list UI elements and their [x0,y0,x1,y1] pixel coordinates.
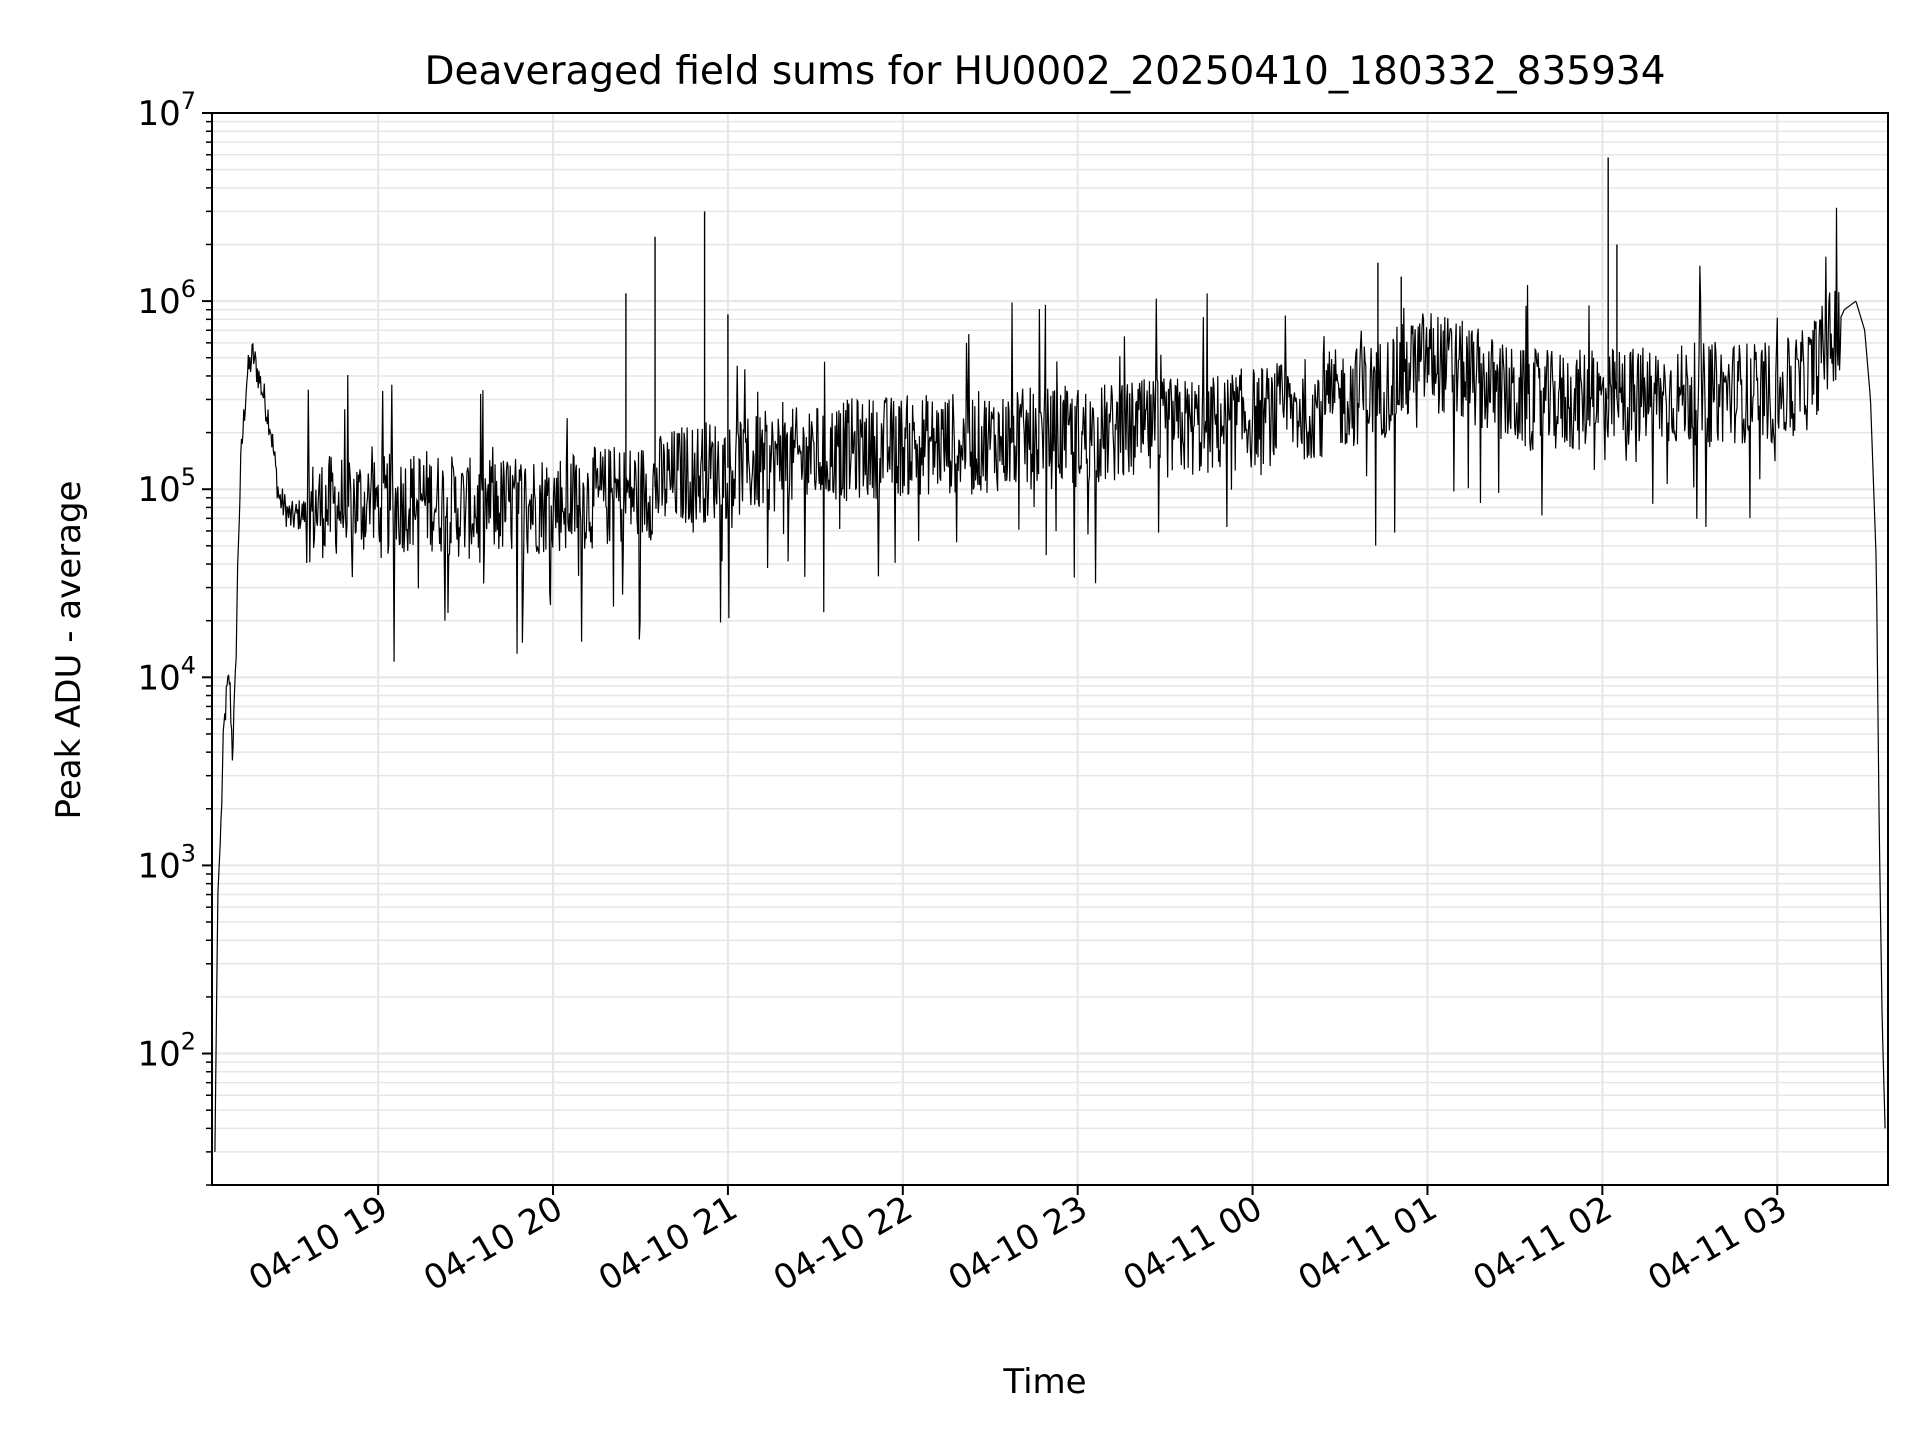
series-line [214,207,1886,1152]
y-tick-label: 104 [137,651,196,698]
y-axis: 102 103 104 105 106 107 [137,87,212,1186]
plot-frame [211,112,1889,1186]
y-axis-label: Peak ADU - average [49,481,89,820]
series-layer [214,157,1886,1152]
y-tick-label: 103 [137,839,196,886]
y-tick-label: 105 [137,463,196,510]
x-axis-label: Time [1002,1362,1086,1402]
y-tick-label: 107 [137,87,196,134]
chart-title: Deaveraged field sums for HU0002_2025041… [424,49,1665,94]
y-tick-label: 106 [137,275,196,322]
y-tick-label: 102 [137,1028,196,1075]
